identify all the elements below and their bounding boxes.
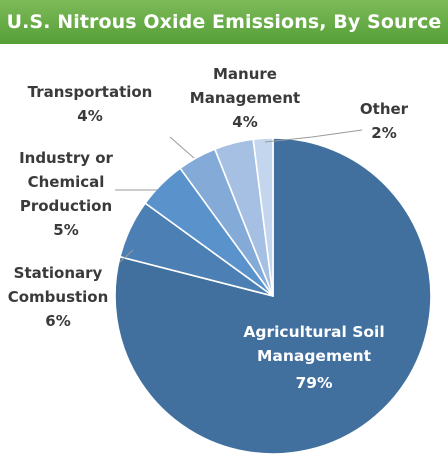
leader-line	[264, 129, 363, 143]
slice-percent-other: 2%	[371, 124, 396, 142]
title-bar: U.S. Nitrous Oxide Emissions, By Source	[0, 0, 448, 44]
slice-label-industry-or-chemical-production: Industry or Chemical Production	[19, 149, 113, 215]
slice-label-stationary-combustion: Stationary Combustion	[8, 264, 109, 306]
slice-percent-industry-or-chemical-production: 5%	[53, 221, 78, 239]
slice-percent-transportation: 4%	[77, 107, 102, 125]
slice-percent-agricultural-soil-management: 79%	[295, 374, 333, 392]
pie-slice-other	[252, 137, 274, 297]
slice-label-transportation: Transportation	[28, 83, 153, 101]
leader-line	[119, 249, 134, 263]
slice-label-other: Other	[360, 100, 409, 118]
slice-label-manure-management: Manure Management	[190, 65, 300, 107]
chart-title: U.S. Nitrous Oxide Emissions, By Source	[6, 11, 442, 33]
pie-slice-agricultural-soil-management	[114, 137, 432, 455]
slice-percent-stationary-combustion: 6%	[45, 312, 70, 330]
leader-line	[169, 136, 195, 159]
slice-label-agricultural-soil-management: Agricultural Soil Management	[243, 323, 384, 365]
slice-percent-manure-management: 4%	[232, 113, 257, 131]
